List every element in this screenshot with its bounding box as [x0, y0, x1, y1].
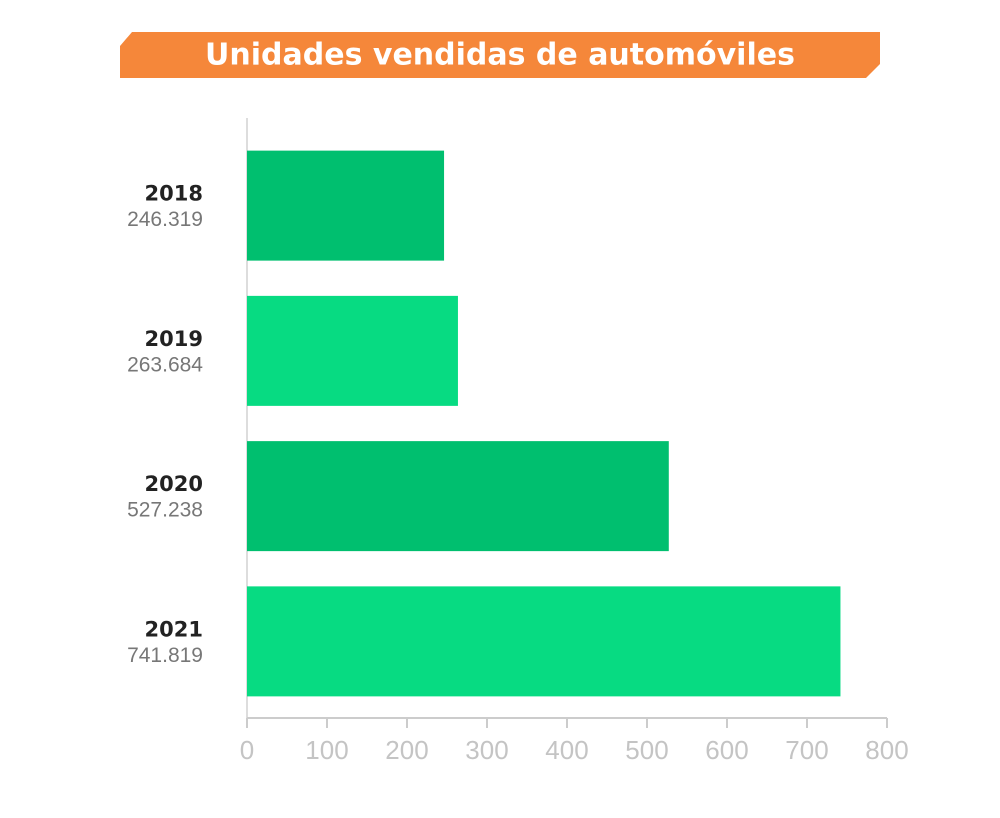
x-tick-label: 700	[785, 735, 828, 765]
value-label: 246.319	[127, 208, 203, 231]
bar	[247, 441, 669, 552]
y-tick-label: 2020	[145, 472, 203, 496]
x-tick-label: 300	[465, 735, 508, 765]
y-tick-label: 2019	[145, 327, 203, 351]
x-tick-label: 500	[625, 735, 668, 765]
x-tick-label: 800	[865, 735, 908, 765]
y-tick-label: 2018	[145, 182, 203, 206]
bar	[247, 150, 445, 261]
x-tick-label: 0	[240, 735, 254, 765]
value-label: 263.684	[127, 353, 203, 376]
x-tick-label: 100	[305, 735, 348, 765]
bar	[247, 295, 458, 406]
x-tick-label: 600	[705, 735, 748, 765]
x-tick-label: 400	[545, 735, 588, 765]
bar	[247, 586, 841, 697]
chart-title: Unidades vendidas de automóviles	[205, 38, 795, 73]
x-tick-label: 200	[385, 735, 428, 765]
value-label: 741.819	[127, 644, 203, 667]
y-tick-label: 2021	[145, 617, 203, 641]
title-banner	[120, 32, 880, 78]
value-label: 527.238	[127, 499, 203, 522]
